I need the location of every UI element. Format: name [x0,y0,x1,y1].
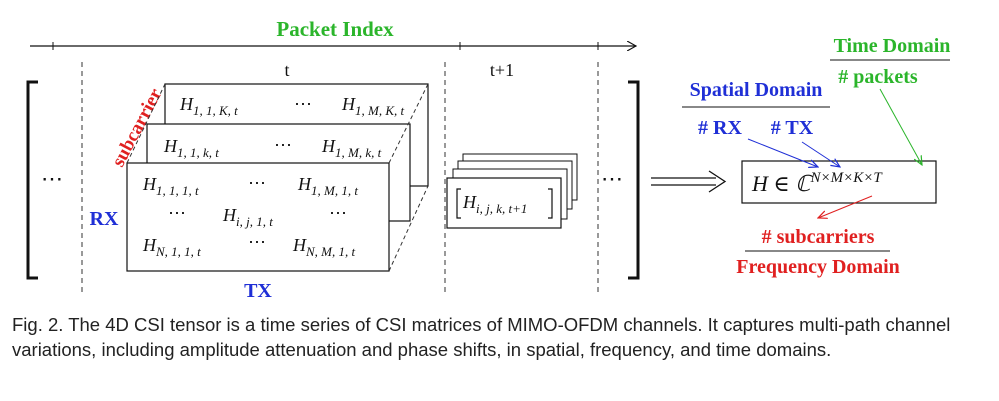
right-ellipsis: ⋯ [601,166,623,191]
rx-count-arrow [747,138,818,167]
subcarriers-label: # subcarriers [762,226,875,248]
entry-H-1-M-1-t: H1, M, 1, t [297,174,358,198]
implies-arrow [651,170,727,193]
entry-H-N-1-1-t: HN, 1, 1, t [142,235,201,259]
subcarriers-arrow [818,195,873,218]
tx-count-arrow [801,141,840,167]
frequency-domain-label: Frequency Domain [736,256,900,278]
time-domain-label: Time Domain [834,35,951,57]
ellipsis: ⋯ [274,135,292,155]
time-t1-label: t+1 [490,60,514,80]
entry-H-1-M-K-t: H1, M, K, t [341,94,405,118]
ellipsis: ⋯ [329,203,347,223]
matrix-stack-t1: Hi, j, k, t+1 [446,153,578,229]
left-ellipsis: ⋯ [41,166,63,191]
figure-caption: Fig. 2. The 4D CSI tensor is a time seri… [12,314,951,360]
tx-count-label: # TX [771,117,814,139]
packet-index-label: Packet Index [276,17,394,41]
matrix-layer-1: H1, 1, 1, t ⋯ H1, M, 1, t ⋯ Hi, j, 1, t … [126,162,390,272]
entry-H-1-1-k-t: H1, 1, k, t [163,136,219,160]
ellipsis: ⋯ [248,232,266,252]
entry-H-i-j-k-t1: Hi, j, k, t+1 [462,192,527,216]
entry-H-i-j-1-t: Hi, j, 1, t [222,205,273,229]
entry-H-N-M-1-t: HN, M, 1, t [292,235,356,259]
tensor-formula: H ∈ ℂN×M×K×T [751,170,883,196]
left-bracket [26,80,38,280]
ellipsis: ⋯ [168,203,186,223]
depth-edges [126,83,429,272]
spatial-domain-label: Spatial Domain [690,79,823,101]
ellipsis: ⋯ [248,173,266,193]
entry-H-1-M-k-t: H1, M, k, t [321,136,382,160]
time-t-label: t [284,60,289,80]
entry-H-1-1-1-t: H1, 1, 1, t [142,174,199,198]
ellipsis: ⋯ [294,94,312,114]
rx-label: RX [90,208,119,230]
tensor-box: H ∈ ℂN×M×K×T [741,160,937,204]
entry-H-1-1-K-t: H1, 1, K, t [179,94,238,118]
rx-count-label: # RX [698,117,742,139]
packets-label: # packets [838,66,918,88]
packets-arrow [879,88,922,165]
tx-label: TX [244,280,272,302]
right-bracket [628,80,640,280]
